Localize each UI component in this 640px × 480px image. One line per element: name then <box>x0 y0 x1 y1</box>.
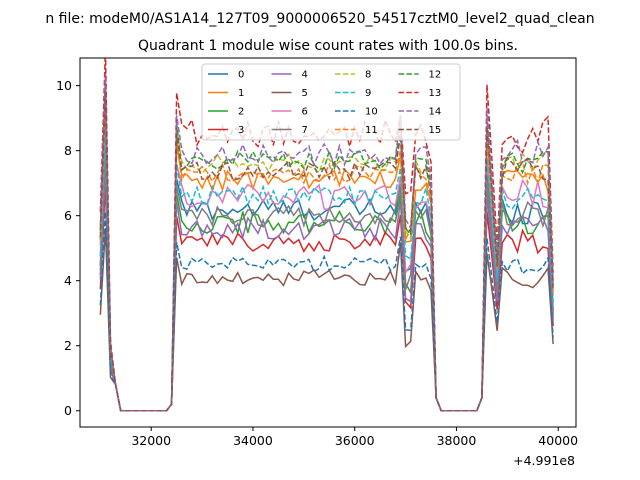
series-layer <box>99 58 554 412</box>
legend-label-0: 0 <box>238 70 244 81</box>
legend-label-15: 15 <box>429 125 442 136</box>
legend-label-8: 8 <box>365 70 371 81</box>
legend-label-12: 12 <box>429 70 442 81</box>
plot-frame <box>79 57 577 428</box>
y-tick-label: 6 <box>64 208 72 223</box>
y-tick-label: 10 <box>56 78 72 93</box>
legend-label-10: 10 <box>365 107 378 118</box>
y-tick-label: 8 <box>64 143 72 158</box>
x-tick-label: 34000 <box>233 433 273 448</box>
legend-box <box>201 63 461 141</box>
y-tick-label: 4 <box>64 273 72 288</box>
legend-label-3: 3 <box>238 125 244 136</box>
figure-suptitle: n file: modeM0/AS1A14_127T09_9000006520_… <box>45 11 594 27</box>
series-line-15 <box>99 93 554 412</box>
x-tick-label: 40000 <box>538 433 578 448</box>
legend-label-13: 13 <box>429 88 442 99</box>
legend-label-4: 4 <box>302 70 308 81</box>
legend-label-2: 2 <box>238 107 244 118</box>
y-tick-label: 0 <box>64 403 72 418</box>
series-line-14 <box>99 73 554 412</box>
y-axis: 0 2 4 6 8 10 <box>56 78 80 418</box>
legend-label-1: 1 <box>238 88 244 99</box>
legend-label-9: 9 <box>365 88 371 99</box>
x-axis-offset-label: +4.991e8 <box>513 453 575 468</box>
y-tick-label: 2 <box>64 338 72 353</box>
x-tick-label: 32000 <box>131 433 171 448</box>
x-tick-label: 38000 <box>437 433 477 448</box>
x-axis: 32000 34000 36000 38000 40000 <box>131 427 578 448</box>
legend-label-14: 14 <box>429 107 442 118</box>
legend-label-5: 5 <box>302 88 308 99</box>
chart-title: Quadrant 1 module wise count rates with … <box>138 38 518 54</box>
x-tick-label: 36000 <box>335 433 375 448</box>
legend-label-6: 6 <box>302 107 308 118</box>
legend-label-7: 7 <box>302 125 308 136</box>
legend-label-11: 11 <box>365 125 378 136</box>
